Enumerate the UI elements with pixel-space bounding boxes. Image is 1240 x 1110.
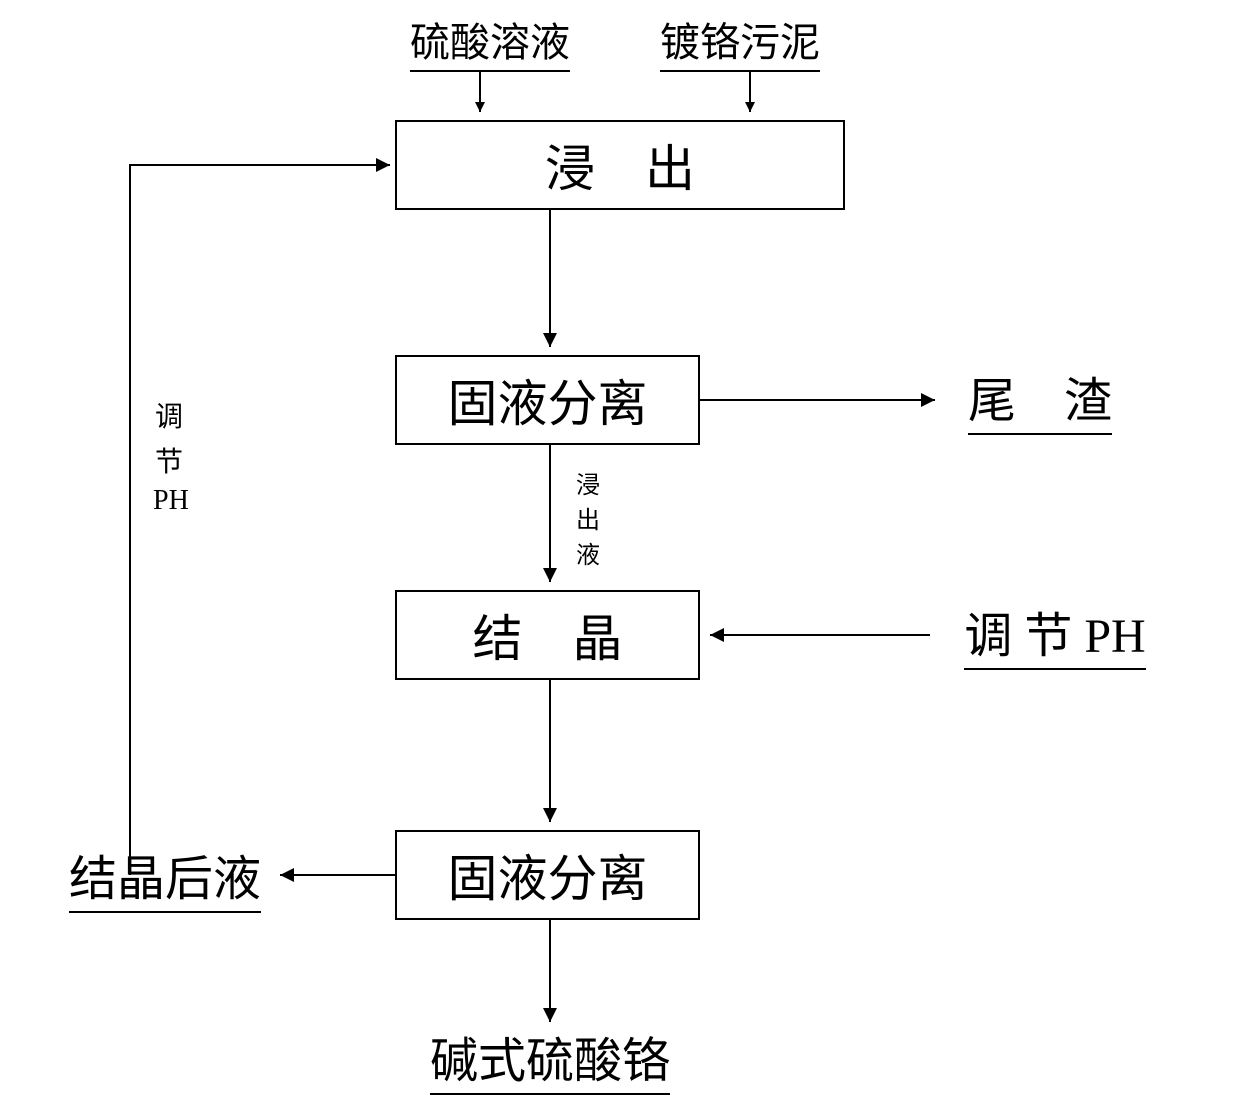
annotation-leachate_2: 出 (576, 500, 600, 535)
annotation-recycle_label_top: 调 (155, 395, 183, 435)
annotation-recycle_label_mid: 节 (155, 440, 183, 480)
node-step4: 固液分离 (395, 830, 700, 920)
annotation-leachate_1: 浸 (576, 465, 600, 500)
node-output3: 碱式硫酸铬 (420, 1030, 680, 1085)
node-step1: 浸 出 (395, 120, 845, 210)
node-input1: 硫酸溶液 (390, 16, 590, 66)
node-input3: 调 节 PH (940, 605, 1170, 660)
node-output1: 尾 渣 (950, 370, 1130, 425)
node-output2: 结晶后液 (60, 848, 270, 903)
recycle-polyline (130, 165, 390, 875)
node-step3: 结 晶 (395, 590, 700, 680)
node-input2: 镀铬污泥 (640, 16, 840, 66)
annotation-leachate_3: 液 (576, 535, 600, 570)
node-step2: 固液分离 (395, 355, 700, 445)
annotation-recycle_label_ph: PH (153, 485, 189, 517)
